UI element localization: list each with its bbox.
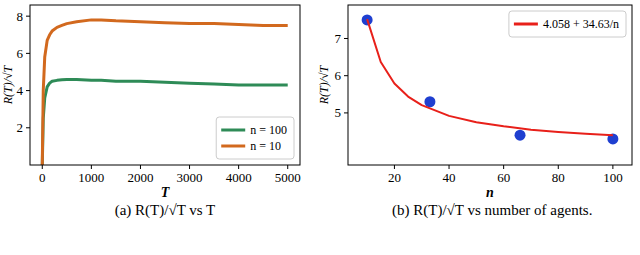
y-tick-label: 7: [335, 31, 342, 46]
point: [515, 130, 526, 141]
legend: 4.058 + 34.63/n: [509, 11, 626, 37]
point: [424, 96, 435, 107]
plot-area: [42, 20, 287, 165]
x-tick: [287, 165, 288, 169]
series-line: [42, 79, 287, 165]
x-tick-label: 60: [497, 170, 510, 185]
caption: (b) R(T)/√T vs number of agents.: [392, 200, 610, 221]
y-tick-label: 6: [17, 46, 24, 61]
x-tick-label: 80: [552, 170, 565, 185]
x-tick-label: 100: [603, 170, 623, 185]
x-tick: [449, 165, 450, 169]
x-tick-label: 20: [388, 170, 401, 185]
y-tick-label: 2: [17, 120, 24, 135]
x-tick: [140, 165, 141, 169]
x-axis-label: n: [486, 185, 494, 200]
x-tick: [91, 165, 92, 169]
legend-swatch: [221, 145, 245, 148]
y-tick: [26, 53, 30, 54]
x-tick-label: 2000: [127, 170, 153, 185]
chart-0: 0 1000 2000 3000 4000 5000 2 4 6 8 T R(T)/√T n = 100…: [1, 5, 301, 200]
y-tick: [344, 112, 348, 113]
x-tick-label: 0: [39, 170, 46, 185]
frame: [30, 5, 300, 165]
x-tick-label: 3000: [177, 170, 203, 185]
legend-label: n = 100: [250, 123, 287, 137]
y-axis-label: R(T)/√T: [317, 64, 331, 105]
chart-1: 20 40 60 80 100 5 6 7 n R(T)/√T 4.058 + 34.63/n: [317, 5, 632, 200]
y-tick: [344, 38, 348, 39]
x-tick-label: 4000: [226, 170, 252, 185]
legend-box: [216, 117, 294, 159]
legend-swatch: [514, 23, 538, 26]
x-tick: [612, 165, 613, 169]
y-tick: [26, 90, 30, 91]
y-tick: [26, 16, 30, 17]
y-tick-label: 4: [17, 83, 24, 98]
legend: n = 100 n = 10: [216, 117, 294, 159]
x-axis-label: T: [161, 185, 171, 200]
y-tick: [344, 75, 348, 76]
series-line: [42, 20, 287, 165]
x-tick: [558, 165, 559, 169]
x-tick-label: 40: [443, 170, 456, 185]
legend-swatch: [221, 129, 245, 132]
y-tick-label: 5: [335, 105, 342, 120]
legend-label: 4.058 + 34.63/n: [543, 17, 619, 31]
x-tick-label: 1000: [78, 170, 104, 185]
y-tick-label: 6: [335, 68, 342, 83]
legend-label: n = 10: [250, 139, 281, 153]
y-tick-label: 8: [17, 9, 24, 24]
x-tick: [238, 165, 239, 169]
legend-box: [509, 11, 626, 37]
y-axis-label: R(T)/√T: [1, 64, 15, 105]
x-tick: [189, 165, 190, 169]
x-tick: [42, 165, 43, 169]
x-tick: [394, 165, 395, 169]
x-tick-label: 5000: [275, 170, 301, 185]
frame: [348, 5, 632, 165]
y-tick: [26, 127, 30, 128]
x-tick: [503, 165, 504, 169]
caption: (a) R(T)/√T vs T: [30, 200, 300, 221]
